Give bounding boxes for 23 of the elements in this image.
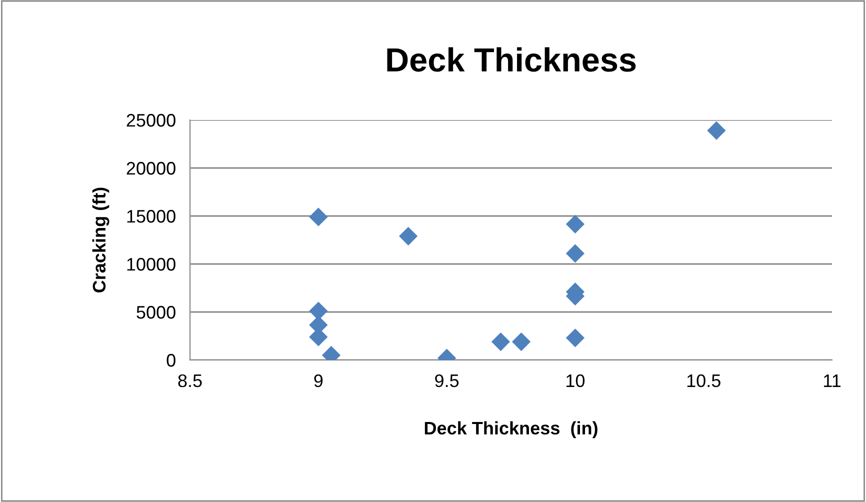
point [491,332,510,352]
y-tick-label: 10000 [127,258,176,271]
x-tick-label: 9.5 [435,374,459,388]
x-axis-title: Deck Thickness (in) [424,421,598,438]
point [512,332,531,352]
y-axis-title: Cracking (ft) [92,188,110,292]
y-tick-label: 15000 [127,210,176,223]
chart-title: Deck Thickness [387,47,636,72]
y-tick-label: 20000 [126,162,176,175]
x-tick-label: 10 [566,374,585,388]
point [309,208,328,226]
x-tick-label: 9 [314,374,323,388]
point [398,226,418,246]
x-tick-label: 11 [824,374,840,387]
point [707,121,726,140]
point [566,328,585,348]
y-tick-label: 5000 [136,306,176,319]
y-tick-label: 25000 [126,114,176,127]
point [566,244,585,263]
point [566,214,585,234]
x-tick-label: 8.5 [178,374,202,388]
y-tick-label: 0 [166,354,176,367]
x-tick-label: 10.5 [687,374,720,388]
